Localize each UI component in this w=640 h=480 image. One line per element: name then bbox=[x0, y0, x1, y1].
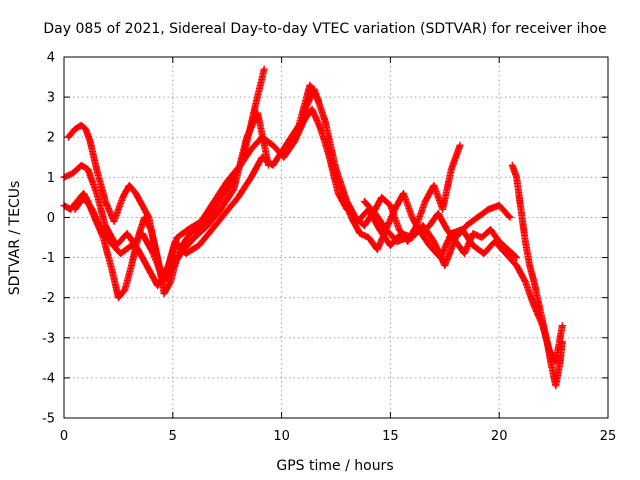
x-tick-label: 5 bbox=[169, 429, 177, 444]
series-arc-5 bbox=[282, 105, 464, 245]
series-marks bbox=[71, 109, 272, 286]
y-axis-title: SDTVAR / TECUs bbox=[7, 181, 23, 296]
y-tick-label: -4 bbox=[42, 371, 55, 386]
y-tick-label: -2 bbox=[42, 291, 55, 306]
series-arc-4 bbox=[71, 109, 272, 286]
x-tick-label: 15 bbox=[382, 429, 399, 444]
y-tick-label: 0 bbox=[47, 211, 55, 226]
series-marks bbox=[508, 161, 566, 390]
x-tick-label: 0 bbox=[60, 429, 68, 444]
plot-frame bbox=[63, 56, 609, 419]
x-tick-label: 25 bbox=[600, 429, 617, 444]
series-marks bbox=[339, 189, 521, 262]
x-tick-label: 10 bbox=[273, 429, 290, 444]
chart-title: Day 085 of 2021, Sidereal Day-to-day VTE… bbox=[43, 21, 606, 37]
series-marks bbox=[282, 105, 464, 245]
y-tick-label: 4 bbox=[47, 51, 55, 66]
x-axis-title: GPS time / hours bbox=[276, 458, 393, 474]
axis-ticks: 0 5 10 15 20 25 -5 -4 -3 -2 -1 0 1 2 3 4 bbox=[42, 51, 616, 445]
y-tick-label: 3 bbox=[47, 91, 55, 106]
data-points bbox=[60, 65, 566, 390]
x-tick-label: 20 bbox=[491, 429, 508, 444]
y-tick-label: 1 bbox=[47, 171, 55, 186]
y-tick-label: -1 bbox=[42, 251, 55, 266]
y-tick-label: -3 bbox=[42, 331, 55, 346]
series-arc-9 bbox=[508, 161, 566, 390]
y-tick-label: -5 bbox=[42, 412, 55, 427]
series-arc-7 bbox=[339, 189, 521, 262]
y-tick-label: 2 bbox=[47, 131, 55, 146]
